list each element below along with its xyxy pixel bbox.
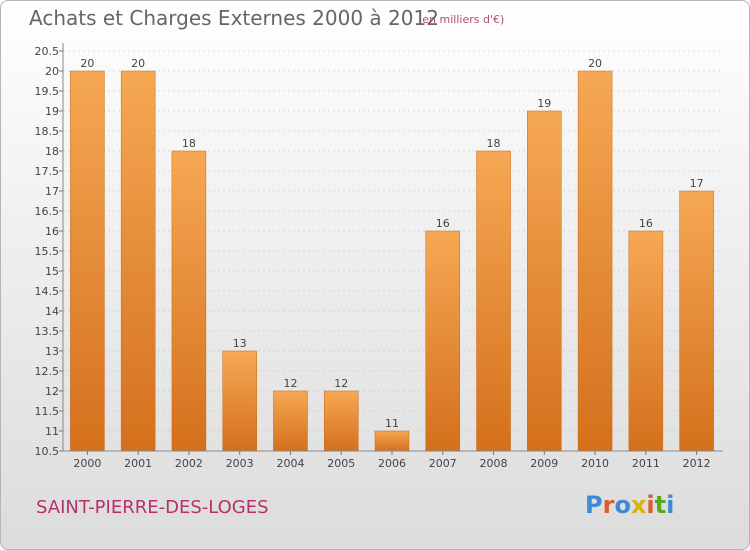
- bar-value-label: 11: [385, 417, 399, 430]
- bar-value-label: 17: [690, 177, 704, 190]
- x-tick-label: 2001: [124, 457, 152, 470]
- bar-value-label: 12: [334, 377, 348, 390]
- bar: [476, 150, 511, 452]
- y-tick-label: 10.5: [35, 445, 60, 458]
- logo-letter: t: [654, 491, 667, 519]
- logo-letter: i: [646, 491, 655, 519]
- chart-subtitle: (en milliers d'€): [418, 13, 505, 26]
- y-tick-label: 11: [45, 425, 59, 438]
- logo-letter: o: [614, 491, 631, 519]
- y-tick-label: 17.5: [35, 165, 60, 178]
- bar-value-label: 12: [283, 377, 297, 390]
- y-tick-label: 13.5: [35, 325, 60, 338]
- x-tick-label: 2010: [581, 457, 609, 470]
- x-tick-label: 2005: [327, 457, 355, 470]
- y-tick-label: 13: [45, 345, 59, 358]
- bar-value-label: 20: [131, 57, 145, 70]
- logo-letter: P: [585, 491, 603, 519]
- x-tick-label: 2003: [226, 457, 254, 470]
- y-tick-label: 16.5: [35, 205, 60, 218]
- bar: [120, 70, 156, 452]
- bar: [323, 390, 359, 452]
- bar-layer: 20 20 18 13 12 12 11 16 18 19 20 16 17: [70, 57, 714, 452]
- y-tick-label: 14.5: [35, 285, 60, 298]
- y-tick-label: 14: [45, 305, 59, 318]
- bar: [527, 110, 562, 452]
- bar-value-label: 18: [487, 137, 501, 150]
- logo-letter: x: [630, 491, 647, 519]
- bar-value-label: 18: [182, 137, 196, 150]
- y-tick-label: 18.5: [35, 125, 60, 138]
- bar: [374, 430, 410, 452]
- y-tick-label: 12: [45, 385, 59, 398]
- logo-letter: r: [602, 491, 615, 519]
- y-tick-label: 17: [45, 185, 59, 198]
- y-tick-label: 16: [45, 225, 59, 238]
- y-tick-label: 15.5: [35, 245, 60, 258]
- bar-value-label: 20: [80, 57, 94, 70]
- bar-value-label: 20: [588, 57, 602, 70]
- y-tick-label: 20: [45, 65, 59, 78]
- chart-title: Achats et Charges Externes 2000 à 2012: [29, 6, 439, 30]
- bar-value-label: 16: [639, 217, 653, 230]
- bar-value-label: 16: [436, 217, 450, 230]
- bar: [577, 70, 613, 452]
- x-tick-label: 2006: [378, 457, 406, 470]
- y-tick-label: 20.5: [35, 45, 60, 58]
- bar: [679, 190, 714, 452]
- grid-layer: [63, 50, 723, 452]
- bar: [171, 150, 207, 452]
- bar-value-label: 13: [233, 337, 247, 350]
- bar: [425, 230, 461, 452]
- x-tick-label: 2008: [480, 457, 508, 470]
- x-tick-label: 2011: [632, 457, 660, 470]
- y-tick-label: 12.5: [35, 365, 60, 378]
- y-tick-label: 15: [45, 265, 59, 278]
- y-tick-label: 11.5: [35, 405, 60, 418]
- proxiti-logo[interactable]: Proxiti: [585, 491, 674, 519]
- y-tick-label: 18: [45, 145, 59, 158]
- axis-layer: 10.5 11 11.5 12 12.5 13 13.5 14 14.5 15 15.5 16 16.5…: [35, 43, 723, 470]
- y-tick-label: 19: [45, 105, 59, 118]
- bar: [628, 230, 664, 452]
- x-tick-label: 2002: [175, 457, 203, 470]
- bar: [70, 70, 105, 452]
- bar-value-label: 19: [537, 97, 551, 110]
- x-tick-label: 2009: [530, 457, 558, 470]
- logo-letter: i: [666, 491, 675, 519]
- x-tick-label: 2004: [276, 457, 304, 470]
- x-tick-label: 2007: [429, 457, 457, 470]
- bar: [273, 390, 308, 452]
- commune-name: SAINT-PIERRE-DES-LOGES: [36, 497, 269, 518]
- x-tick-label: 2000: [73, 457, 101, 470]
- x-tick-label: 2012: [683, 457, 711, 470]
- y-tick-label: 19.5: [35, 85, 60, 98]
- bar: [222, 350, 257, 452]
